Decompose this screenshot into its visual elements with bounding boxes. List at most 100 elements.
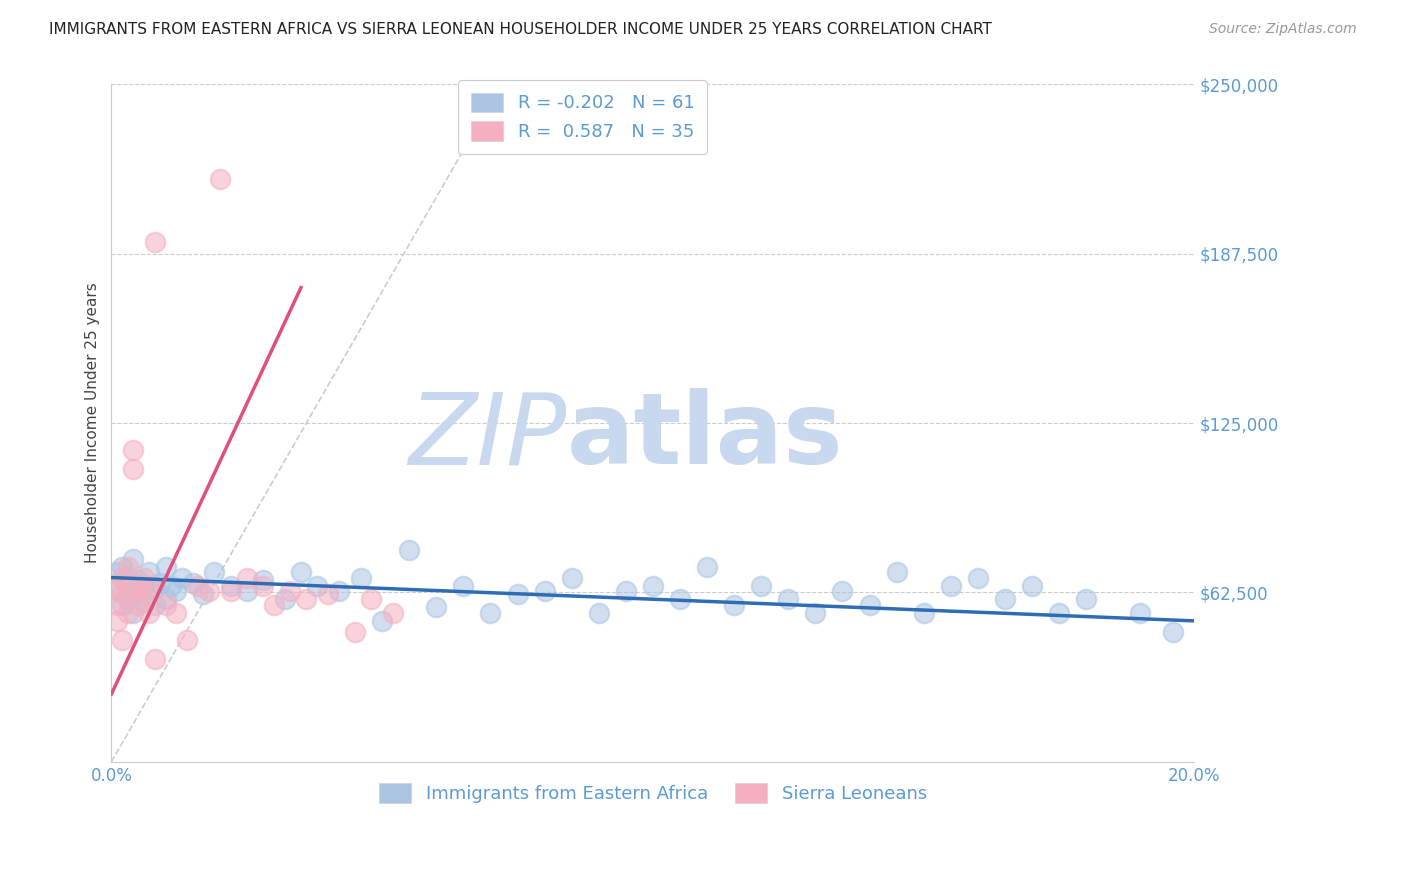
Point (939, 579, 962, 593)
Point (105, 565, 128, 579)
Point (858, 598, 880, 612)
Point (127, 574, 149, 588)
Point (122, 606, 145, 620)
Point (181, 576, 204, 591)
Point (127, 587, 149, 601)
Point (155, 598, 177, 612)
Point (994, 592, 1017, 607)
Point (111, 587, 134, 601)
Point (143, 598, 166, 612)
Point (111, 598, 134, 612)
Point (149, 576, 172, 591)
Point (382, 606, 405, 620)
Point (360, 592, 382, 607)
Legend: Immigrants from Eastern Africa, Sierra Leoneans: Immigrants from Eastern Africa, Sierra L… (368, 772, 938, 814)
Point (122, 551, 145, 566)
Point (132, 595, 155, 609)
Point (193, 587, 215, 601)
Point (912, 606, 935, 620)
Point (117, 606, 139, 620)
Point (1021, 579, 1043, 593)
Point (669, 592, 692, 607)
Point (176, 632, 198, 647)
Point (252, 579, 274, 593)
Point (132, 570, 155, 584)
Point (1074, 592, 1097, 607)
Point (105, 598, 128, 612)
Text: ZIP: ZIP (408, 388, 567, 485)
Point (165, 606, 187, 620)
Point (778, 592, 800, 607)
Point (723, 598, 745, 612)
Point (111, 632, 134, 647)
Point (143, 582, 166, 596)
Point (236, 570, 259, 584)
Point (349, 570, 371, 584)
Point (641, 579, 664, 593)
Point (425, 600, 447, 615)
Point (295, 592, 318, 607)
Point (344, 624, 367, 639)
Point (138, 606, 160, 620)
Point (588, 606, 610, 620)
Point (398, 543, 420, 558)
Point (316, 587, 339, 601)
Point (132, 587, 155, 601)
Point (132, 579, 155, 593)
Point (219, 584, 242, 599)
Y-axis label: Householder Income Under 25 years: Householder Income Under 25 years (86, 283, 100, 564)
Point (105, 579, 128, 593)
Point (966, 570, 988, 584)
Point (155, 559, 177, 574)
Point (328, 584, 350, 599)
Point (122, 462, 145, 476)
Point (138, 579, 160, 593)
Point (105, 614, 128, 628)
Point (453, 579, 475, 593)
Point (160, 579, 183, 593)
Point (1047, 606, 1070, 620)
Point (533, 584, 555, 599)
Text: IMMIGRANTS FROM EASTERN AFRICA VS SIERRA LEONEAN HOUSEHOLDER INCOME UNDER 25 YEA: IMMIGRANTS FROM EASTERN AFRICA VS SIERRA… (49, 22, 993, 37)
Point (122, 443, 145, 458)
Point (143, 235, 166, 249)
Point (252, 574, 274, 588)
Point (208, 172, 231, 186)
Point (749, 579, 772, 593)
Point (165, 584, 187, 599)
Text: atlas: atlas (567, 388, 842, 485)
Point (117, 570, 139, 584)
Point (127, 598, 149, 612)
Point (170, 570, 193, 584)
Point (111, 570, 134, 584)
Point (273, 592, 295, 607)
Point (138, 565, 160, 579)
Point (187, 579, 209, 593)
Point (506, 587, 529, 601)
Point (614, 584, 637, 599)
Point (886, 565, 908, 579)
Point (105, 584, 128, 599)
Text: Source: ZipAtlas.com: Source: ZipAtlas.com (1209, 22, 1357, 37)
Point (804, 606, 827, 620)
Point (236, 584, 259, 599)
Point (290, 565, 312, 579)
Point (127, 584, 149, 599)
Point (696, 559, 718, 574)
Point (155, 592, 177, 607)
Point (1161, 624, 1184, 639)
Point (263, 598, 285, 612)
Point (371, 614, 394, 628)
Point (143, 652, 166, 666)
Point (479, 606, 502, 620)
Point (117, 584, 139, 599)
Point (1129, 606, 1152, 620)
Point (219, 579, 242, 593)
Point (198, 584, 221, 599)
Point (561, 570, 583, 584)
Point (117, 559, 139, 574)
Point (307, 579, 329, 593)
Point (278, 584, 301, 599)
Point (202, 565, 225, 579)
Point (111, 559, 134, 574)
